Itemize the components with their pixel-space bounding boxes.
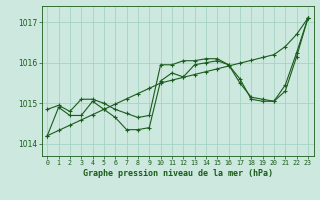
X-axis label: Graphe pression niveau de la mer (hPa): Graphe pression niveau de la mer (hPa) bbox=[83, 169, 273, 178]
